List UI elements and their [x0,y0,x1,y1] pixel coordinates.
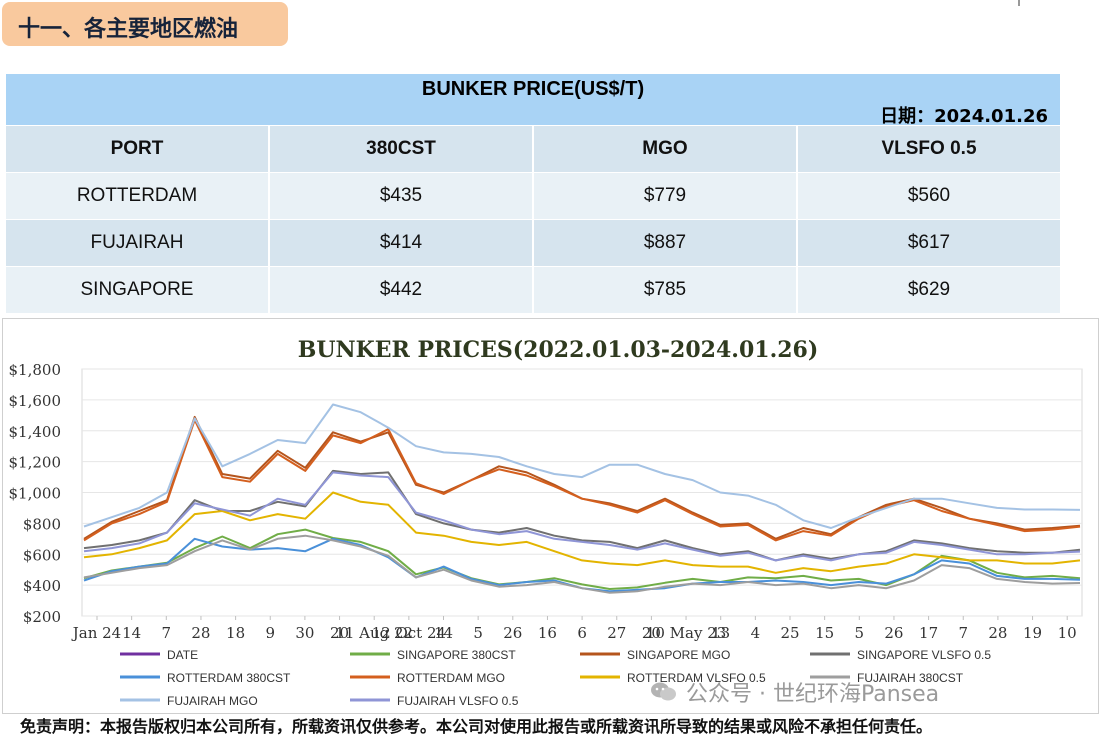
y-tick-label: $1,400 [9,423,62,441]
section-header: 十一、各主要地区燃油 [2,2,288,46]
x-tick-label: 10 [1058,624,1077,642]
price-cell: $442 [270,267,532,313]
legend-label: DATE [167,648,198,662]
legend-label: SINGAPORE 380CST [397,648,516,662]
port-cell: FUJAIRAH [6,220,268,266]
price-cell: $435 [270,173,532,219]
x-tick-label: 26 [884,624,903,642]
chart-title: BUNKER PRICES(2022.01.03-2024.01.26) [298,337,819,363]
header-port: PORT [6,126,268,172]
table-title-bar: BUNKER PRICE(US$/T) 日期：2024.01.26 [6,74,1060,128]
port-cell: SINGAPORE [6,267,268,313]
price-cell: $887 [534,220,796,266]
y-axis: $200 $400 $600 $800 $1,000 $1,200 $1,400 $1,600… [9,361,62,626]
price-cell: $779 [534,173,796,219]
x-tick-label: Jan 24 [71,624,121,642]
table-date: 日期：2024.01.26 [880,102,1048,128]
y-tick-label: $600 [23,546,61,564]
legend-label: SINGAPORE VLSFO 0.5 [857,648,991,662]
x-tick-label: 4 [751,624,761,642]
series-line [83,469,1081,562]
y-tick-label: $1,000 [9,485,62,503]
legend-label: ROTTERDAM MGO [397,671,505,685]
y-tick-label: $200 [23,608,61,626]
grid-lines [82,368,1082,617]
chart-legend: DATE SINGAPORE 380CST SINGAPORE MGO SINGAPO… [120,648,991,708]
watermark-text: 公众号 · 世纪环海Pansea [686,682,940,707]
y-tick-label: $800 [23,515,61,533]
bunker-price-table: BUNKER PRICE(US$/T) 日期：2024.01.26 PORT 3… [6,74,1060,313]
header-mgo: MGO [534,126,796,172]
x-tick-label: 14 [122,624,141,642]
price-cell: $414 [270,220,532,266]
x-tick-label: 30 [295,624,314,642]
series-line [83,491,1081,574]
x-tick-label: 20 [330,624,349,642]
date-label: 日期： [880,106,935,127]
series-line [83,534,1081,594]
table-title: BUNKER PRICE(US$/T) [421,78,645,100]
x-tick-label: 10 May 23 [646,624,727,642]
y-tick-label: $400 [23,577,61,595]
legend-label: SINGAPORE MGO [627,648,730,662]
x-tick-label: 14 [434,624,453,642]
series-line [83,403,1081,529]
price-cell: $560 [798,173,1060,219]
series-lines [83,403,1081,594]
series-line [83,418,1081,542]
series-line [83,528,1081,590]
y-tick-label: $1,800 [9,361,62,379]
price-cell: $785 [534,267,796,313]
x-tick-label: 28 [191,624,210,642]
x-tick-label: 25 [780,624,799,642]
x-tick-label: 15 [815,624,834,642]
x-tick-label: 6 [577,624,587,642]
x-tick-label: 7 [958,624,968,642]
bunker-price-chart: BUNKER PRICES(2022.01.03-2024.01.26) $20… [9,337,1083,708]
port-cell: ROTTERDAM [6,173,268,219]
x-tick-label: 5 [473,624,483,642]
legend-label: ROTTERDAM VLSFO 0.5 [627,671,766,685]
x-tick-label: 11 Aug 22 [335,624,413,642]
x-tick-label: 27 [607,624,626,642]
x-tick-label: 7 [162,624,172,642]
x-tick-label: 28 [988,624,1007,642]
legend-label: FUJAIRAH MGO [167,694,258,708]
y-tick-label: $1,600 [9,392,62,410]
section-title: 十一、各主要地区燃油 [18,17,239,42]
legend-label: ROTTERDAM 380CST [167,671,291,685]
top-edge-mark [1018,0,1020,6]
watermark: 公众号 · 世纪环海Pansea [650,676,939,708]
x-tick-label: 20 [642,624,661,642]
disclaimer: 免责声明：本报告版权归本公司所有，所载资讯仅供参考。本公司对使用此报告或所载资讯… [20,717,933,736]
wechat-icon [651,682,676,701]
x-tick-label: 13 [711,624,730,642]
legend-label: FUJAIRAH VLSFO 0.5 [397,694,519,708]
x-tick-label: 9 [265,624,275,642]
x-tick-label: 12 Oct 24 [372,624,446,642]
legend-label: FUJAIRAH 380CST [857,671,964,685]
x-tick-label: 16 [538,624,557,642]
x-tick-label: 18 [226,624,245,642]
x-tick-label: 26 [503,624,522,642]
series-line [83,471,1081,562]
date-value: 2024.01.26 [934,106,1048,127]
header-380cst: 380CST [270,126,532,172]
price-cell: $629 [798,267,1060,313]
x-tick-label: 17 [919,624,938,642]
table-header-row: PORT 380CST MGO VLSFO 0.5 [6,126,1060,172]
table-row: FUJAIRAH $414 $887 $617 [6,220,1060,266]
chart-container: BUNKER PRICES(2022.01.03-2024.01.26) $20… [2,318,1099,714]
x-tick-label: 5 [855,624,865,642]
header-vlsfo: VLSFO 0.5 [798,126,1060,172]
table-row: SINGAPORE $442 $785 $629 [6,267,1060,313]
price-cell: $617 [798,220,1060,266]
table-row: ROTTERDAM $435 $779 $560 [6,173,1060,219]
y-tick-label: $1,200 [9,454,62,472]
x-tick-label: 19 [1023,624,1042,642]
